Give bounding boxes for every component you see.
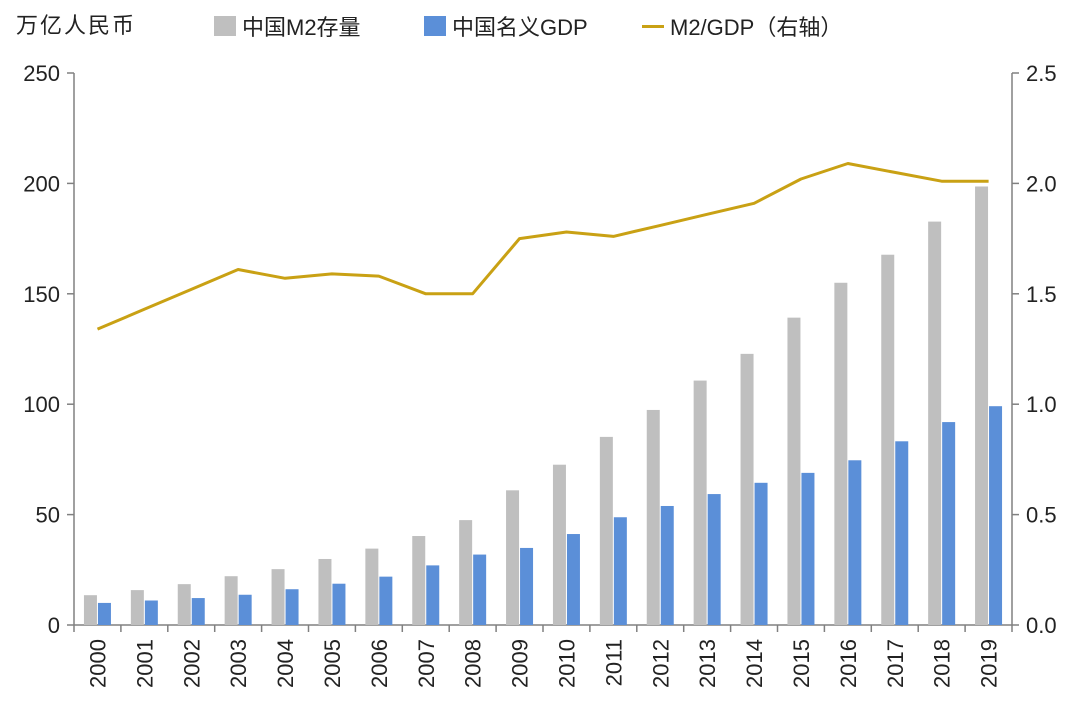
x-tick-label: 2009 — [508, 639, 533, 688]
x-tick-label: 2007 — [414, 639, 439, 688]
x-tick-label: 2003 — [226, 639, 251, 688]
bar-gdp — [144, 600, 158, 625]
bar-m2 — [318, 558, 332, 625]
bar-m2 — [271, 569, 285, 625]
y-right-tick-label: 0.0 — [1026, 613, 1057, 638]
bar-m2 — [740, 353, 754, 625]
bar-gdp — [285, 589, 299, 625]
x-tick-label: 2000 — [85, 639, 110, 688]
legend-swatch-m2 — [214, 16, 236, 36]
bar-gdp — [191, 598, 205, 625]
bar-m2 — [224, 576, 238, 625]
bar-m2 — [506, 490, 520, 625]
x-tick-label: 2011 — [601, 639, 626, 686]
bar-gdp — [473, 554, 487, 625]
bar-m2 — [599, 436, 613, 625]
bar-gdp — [942, 422, 956, 625]
bar-m2 — [693, 380, 707, 625]
x-tick-label: 2002 — [179, 639, 204, 688]
y-left-tick-label: 200 — [23, 171, 60, 196]
y-axis-unit-label: 万亿人民币 — [16, 13, 137, 38]
bar-gdp — [660, 505, 674, 625]
bar-gdp — [801, 472, 815, 625]
x-tick-label: 2013 — [695, 639, 720, 688]
line-m2-gdp-ratio — [96, 162, 989, 331]
x-tick-label: 2019 — [977, 639, 1002, 688]
bar-m2 — [83, 595, 97, 625]
x-tick-label: 2017 — [883, 639, 908, 688]
bar-gdp — [566, 534, 580, 625]
bar-m2 — [177, 584, 191, 625]
legend-label-m2: 中国M2存量 — [242, 15, 361, 40]
legend-swatch-ratio — [642, 24, 664, 28]
y-left-tick-label: 100 — [23, 392, 60, 417]
bar-m2 — [834, 282, 848, 625]
bar-m2 — [459, 520, 473, 625]
bar-gdp — [707, 494, 721, 625]
bar-m2 — [975, 186, 989, 625]
bar-gdp — [895, 441, 909, 625]
y-left-tick-label: 250 — [23, 61, 60, 86]
y-right-tick-label: 2.5 — [1026, 61, 1057, 86]
x-tick-label: 2014 — [742, 639, 767, 688]
bar-gdp — [754, 482, 768, 625]
y-right-tick-label: 1.0 — [1026, 392, 1057, 417]
x-tick-label: 2015 — [789, 639, 814, 688]
legend-label-gdp: 中国名义GDP — [452, 15, 588, 40]
x-tick-label: 2016 — [836, 639, 861, 688]
y-left-tick-label: 0 — [48, 613, 60, 638]
y-right-tick-label: 1.5 — [1026, 282, 1057, 307]
legend-label-ratio: M2/GDP（右轴） — [670, 15, 843, 40]
legend-swatch-gdp — [424, 16, 446, 36]
bar-gdp — [520, 547, 534, 625]
x-tick-label: 2006 — [367, 639, 392, 688]
bar-gdp — [613, 517, 627, 625]
x-tick-label: 2012 — [648, 639, 673, 688]
bar-gdp — [989, 406, 1003, 625]
bar-gdp — [97, 602, 111, 625]
y-left-tick-label: 50 — [36, 503, 60, 528]
y-left-tick-label: 150 — [23, 282, 60, 307]
bar-gdp — [426, 565, 440, 625]
legend-item-gdp: 中国名义GDP — [424, 10, 588, 42]
bar-m2 — [646, 409, 660, 625]
bar-m2 — [412, 536, 426, 625]
y-right-tick-label: 2.0 — [1026, 171, 1057, 196]
legend-item-m2: 中国M2存量 — [214, 10, 361, 42]
bar-gdp — [379, 576, 393, 625]
bar-m2 — [787, 317, 801, 625]
x-tick-label: 2008 — [461, 639, 486, 688]
bar-m2 — [552, 464, 566, 625]
x-tick-label: 2004 — [273, 639, 298, 688]
bar-m2 — [130, 590, 144, 625]
bar-gdp — [238, 594, 252, 625]
x-tick-label: 2001 — [132, 639, 157, 688]
x-tick-label: 2005 — [320, 639, 345, 688]
bar-m2 — [365, 548, 379, 625]
bar-gdp — [332, 583, 346, 625]
x-tick-label: 2010 — [554, 639, 579, 688]
bar-m2 — [928, 221, 942, 626]
bar-gdp — [848, 460, 862, 625]
legend-item-ratio: M2/GDP（右轴） — [642, 10, 842, 42]
x-tick-label: 2018 — [930, 639, 955, 688]
bar-m2 — [881, 254, 895, 626]
y-right-tick-label: 0.5 — [1026, 503, 1057, 528]
